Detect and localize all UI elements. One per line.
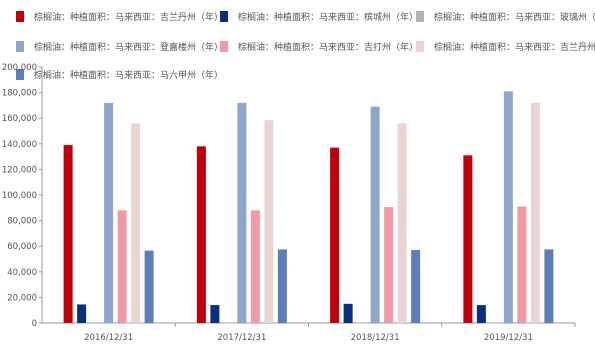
bar — [131, 123, 141, 323]
legend-label: 棕榈油：种植面积：马来西亚：登嘉楼州（年） — [34, 43, 224, 53]
legend-swatch — [16, 41, 24, 52]
legend-label: 棕榈油：种植面积：马来西亚：吉兰丹州（年） — [434, 43, 595, 53]
legend-swatch — [16, 11, 24, 22]
legend-label: 棕榈油：种植面积：马来西亚：槟城州（年） — [238, 13, 419, 23]
bar — [277, 249, 287, 323]
bar — [77, 304, 87, 323]
x-tick-label: 2018/12/31 — [351, 333, 400, 343]
bar — [237, 102, 247, 323]
legend-label: 棕榈油：种植面积：马来西亚：马六甲州（年） — [34, 71, 224, 81]
bar — [144, 250, 154, 323]
x-tick-label: 2019/12/31 — [484, 333, 533, 343]
y-tick-label: 180,000 — [2, 89, 37, 99]
legend-swatch — [416, 11, 424, 22]
x-tick-label: 2016/12/31 — [84, 333, 133, 343]
y-tick-label: 200,000 — [2, 63, 37, 73]
x-tick-label: 2017/12/31 — [217, 333, 266, 343]
y-tick-label: 100,000 — [2, 191, 37, 201]
bar — [384, 207, 394, 323]
legend-label: 棕榈油：种植面积：马来西亚：玻璃州（年） — [434, 13, 595, 23]
bar — [397, 123, 407, 323]
bar — [104, 102, 114, 323]
legend-swatch — [16, 69, 24, 80]
legend-item: 棕榈油：种植面积：马来西亚：吉打州（年） — [220, 40, 418, 53]
bar — [517, 206, 527, 323]
y-tick-label: 80,000 — [7, 217, 37, 227]
bar — [530, 102, 540, 323]
bar — [357, 322, 367, 324]
bar — [490, 322, 500, 324]
bar — [370, 106, 380, 324]
bar — [463, 155, 473, 323]
bar — [330, 147, 340, 323]
legend-item: 棕榈油：种植面积：马来西亚：马六甲州（年） — [16, 68, 223, 81]
bar — [476, 305, 486, 323]
bar — [196, 146, 206, 323]
bar — [210, 305, 220, 323]
bar — [63, 145, 73, 323]
bar — [250, 210, 260, 323]
y-tick-label: 0 — [32, 319, 37, 329]
y-tick-label: 120,000 — [2, 165, 37, 175]
bar — [223, 322, 233, 324]
y-tick-label: 60,000 — [7, 242, 37, 252]
legend: 棕榈油：种植面积：马来西亚：吉兰丹州（年） 棕榈油：种植面积：马来西亚：槟城州（年… — [0, 0, 595, 82]
legend-label: 棕榈油：种植面积：马来西亚：吉打州（年） — [238, 43, 419, 53]
bar — [544, 249, 554, 323]
legend-item: 棕榈油：种植面积：马来西亚：登嘉楼州（年） — [16, 40, 223, 53]
bar — [117, 210, 127, 323]
y-tick-label: 40,000 — [7, 268, 37, 278]
y-tick-label: 140,000 — [2, 140, 37, 150]
y-tick-label: 20,000 — [7, 293, 37, 303]
bar — [343, 303, 353, 323]
legend-item: 棕榈油：种植面积：马来西亚：吉兰丹州（年） — [16, 10, 223, 23]
bar — [264, 120, 274, 324]
legend-label: 棕榈油：种植面积：马来西亚：吉兰丹州（年） — [34, 13, 224, 23]
bar — [503, 91, 513, 323]
legend-swatch — [220, 41, 228, 52]
legend-swatch — [416, 41, 424, 52]
legend-item: 棕榈油：种植面积：马来西亚：槟城州（年） — [220, 10, 418, 23]
legend-item: 棕榈油：种植面积：马来西亚：玻璃州（年） — [416, 10, 595, 23]
legend-item: 棕榈油：种植面积：马来西亚：吉兰丹州（年） — [416, 40, 595, 53]
legend-swatch — [220, 11, 228, 22]
bar — [90, 322, 100, 324]
bar — [411, 250, 421, 323]
y-tick-label: 160,000 — [2, 114, 37, 124]
